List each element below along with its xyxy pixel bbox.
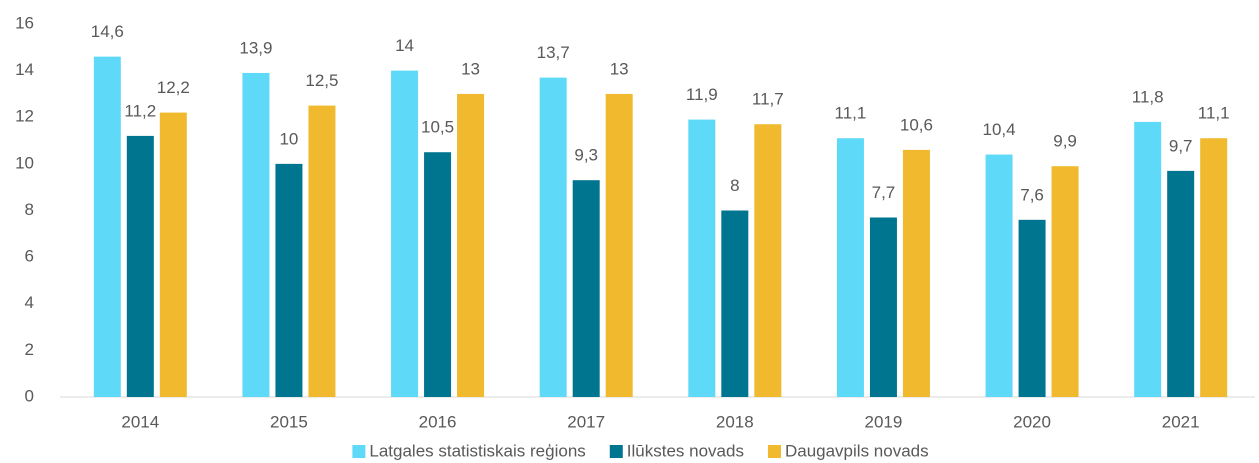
bar bbox=[721, 210, 749, 397]
bar bbox=[985, 154, 1013, 397]
data-label: 10,4 bbox=[983, 120, 1016, 139]
data-label: 11,9 bbox=[686, 85, 718, 104]
x-tick-label: 2021 bbox=[1162, 412, 1200, 431]
data-label: 14,6 bbox=[91, 22, 124, 41]
bar bbox=[902, 149, 930, 397]
bar bbox=[424, 152, 452, 397]
x-tick-label: 2018 bbox=[716, 412, 754, 431]
bar bbox=[242, 72, 270, 398]
bar bbox=[275, 163, 303, 397]
y-tick-label: 8 bbox=[25, 200, 34, 219]
bar bbox=[457, 93, 485, 397]
bar bbox=[869, 217, 897, 397]
y-tick-label: 10 bbox=[15, 153, 34, 172]
x-tick-label: 2016 bbox=[419, 412, 457, 431]
x-tick-label: 2019 bbox=[865, 412, 903, 431]
bar bbox=[391, 70, 419, 397]
y-tick-label: 2 bbox=[25, 340, 34, 359]
bar bbox=[688, 119, 716, 398]
data-label: 14 bbox=[395, 36, 414, 55]
y-tick-label: 6 bbox=[25, 247, 34, 266]
legend-swatch bbox=[609, 445, 623, 458]
y-tick-label: 14 bbox=[15, 60, 34, 79]
data-label: 13 bbox=[610, 59, 629, 78]
legend-swatch bbox=[767, 445, 781, 458]
bar bbox=[159, 112, 187, 398]
legend: Latgales statistiskais reģions Ilūkstes n… bbox=[352, 441, 929, 460]
legend-label: Latgales statistiskais reģions bbox=[369, 441, 585, 460]
legend-label: Daugavpils novads bbox=[785, 441, 929, 460]
bar bbox=[539, 77, 567, 398]
data-label: 13 bbox=[461, 59, 480, 78]
y-tick-label: 0 bbox=[25, 386, 34, 405]
bar bbox=[1134, 121, 1162, 397]
data-label: 7,6 bbox=[1020, 185, 1044, 204]
data-label: 13,7 bbox=[537, 43, 570, 62]
data-label: 10,5 bbox=[421, 118, 454, 137]
bar bbox=[1018, 219, 1046, 397]
data-label: 9,7 bbox=[1169, 136, 1193, 155]
bar bbox=[93, 56, 121, 397]
bar bbox=[126, 135, 154, 397]
bar bbox=[1051, 166, 1079, 397]
y-tick-label: 4 bbox=[25, 293, 34, 312]
data-label: 12,5 bbox=[305, 71, 338, 90]
data-label: 9,3 bbox=[574, 146, 598, 165]
bar bbox=[308, 105, 336, 397]
data-label: 11,7 bbox=[752, 90, 784, 109]
bar bbox=[1167, 170, 1195, 397]
x-tick-label: 2017 bbox=[567, 412, 605, 431]
data-label: 9,9 bbox=[1053, 132, 1077, 151]
legend-label: Ilūkstes novads bbox=[627, 441, 744, 460]
bar bbox=[1200, 138, 1228, 397]
data-label: 11,2 bbox=[124, 101, 156, 120]
data-label: 11,8 bbox=[1132, 87, 1164, 106]
x-tick-label: 2015 bbox=[270, 412, 308, 431]
data-label: 12,2 bbox=[157, 78, 190, 97]
data-label: 10 bbox=[279, 129, 298, 148]
data-label: 11,1 bbox=[835, 104, 867, 123]
bar bbox=[836, 138, 864, 397]
data-label: 8 bbox=[730, 176, 739, 195]
bar bbox=[572, 180, 600, 397]
x-tick-label: 2014 bbox=[121, 412, 159, 431]
bar bbox=[605, 93, 633, 397]
legend-swatch bbox=[352, 445, 366, 458]
data-label: 13,9 bbox=[239, 38, 272, 57]
x-tick-label: 2020 bbox=[1013, 412, 1051, 431]
y-tick-label: 16 bbox=[15, 13, 34, 32]
bar bbox=[754, 124, 782, 398]
y-tick-label: 12 bbox=[15, 107, 34, 126]
data-label: 10,6 bbox=[900, 115, 933, 134]
data-label: 7,7 bbox=[872, 183, 896, 202]
data-label: 11,1 bbox=[1198, 104, 1230, 123]
